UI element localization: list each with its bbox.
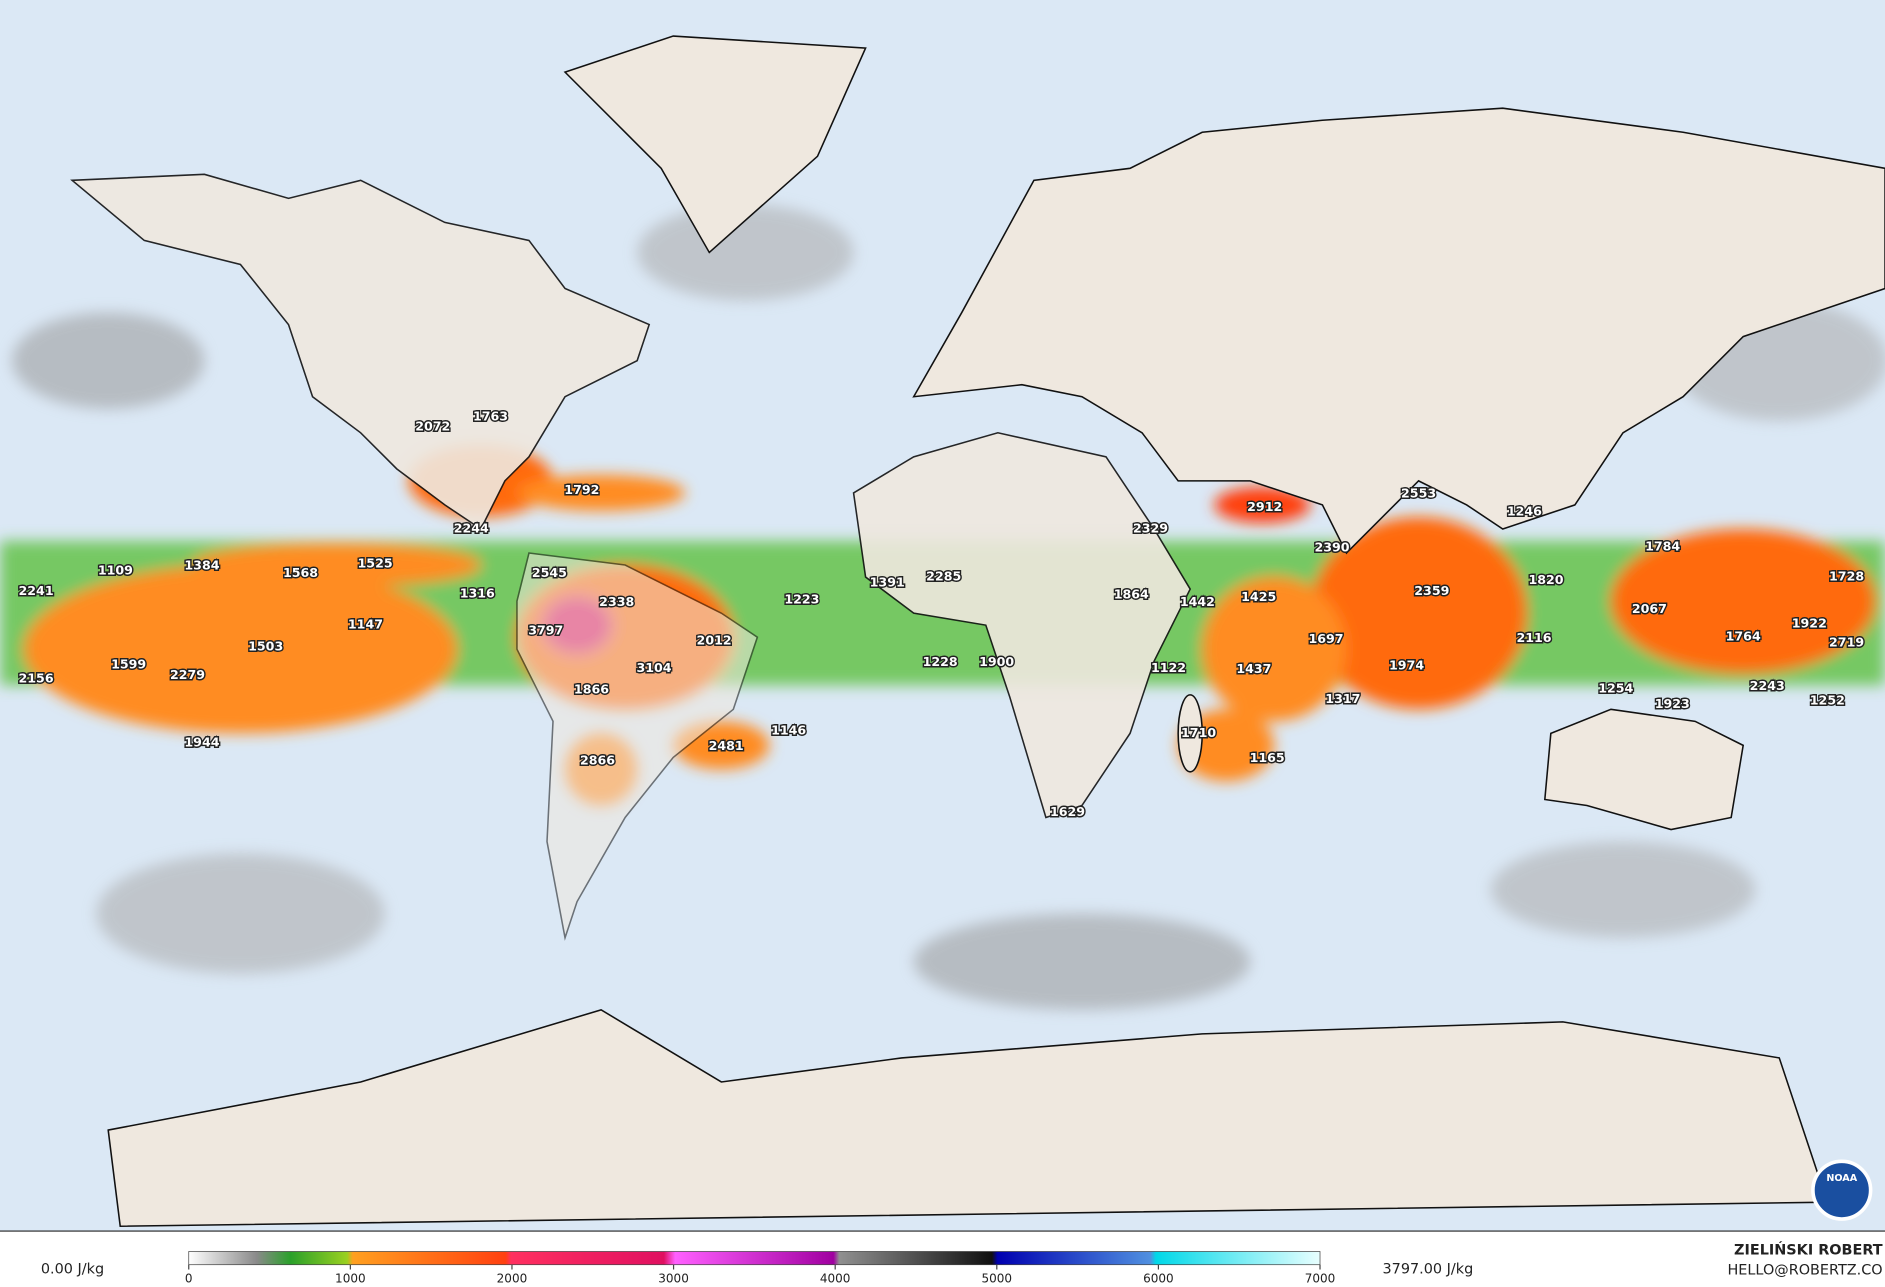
cape-value: 1437 [1236,661,1271,676]
cape-value: 2553 [1401,486,1436,501]
cape-value: 1165 [1250,750,1285,765]
cape-value: 2912 [1247,499,1282,514]
cape-value: 2241 [19,583,54,598]
landmasses [70,35,1885,1228]
tick-label: 3000 [658,1272,689,1286]
cape-value: 3104 [636,660,671,675]
cape-value: 2338 [599,594,634,609]
cape-value: 2545 [532,565,567,580]
cape-value: 1254 [1598,680,1633,695]
cape-value: 1944 [184,734,219,749]
cape-value: 1503 [248,638,283,653]
cape-value: 1384 [184,558,219,573]
cape-value: 1792 [564,482,599,497]
cape-value: 2012 [697,632,732,647]
cape-value: 1864 [1114,587,1149,602]
cape-value: 1442 [1180,594,1215,609]
tick-label: 5000 [981,1272,1012,1286]
tick-label: 4000 [820,1272,851,1286]
cape-value: 1317 [1325,691,1360,706]
cape-value: 1710 [1181,725,1216,740]
tick-label: 7000 [1305,1272,1336,1286]
cape-value: 1568 [283,565,318,580]
cape-value: 1629 [1050,804,1085,819]
cape-value: 1922 [1792,615,1827,630]
cape-value: 1525 [358,555,393,570]
colorbar [188,1251,1321,1266]
min-label: 0.00 J/kg [41,1262,104,1278]
cape-value: 1391 [870,575,905,590]
cape-value: 2243 [1750,678,1785,693]
cape-value: 1223 [784,591,819,606]
cape-value: 1599 [111,656,146,671]
cape-value: 1228 [923,654,958,669]
cape-value: 1316 [460,585,495,600]
cape-value: 1866 [574,682,609,697]
cape-value: 2244 [454,520,489,535]
max-label: 3797.00 J/kg [1383,1262,1474,1278]
cape-value: 1697 [1308,631,1343,646]
cape-value: 1146 [771,722,806,737]
cloud-field [12,204,1885,1010]
cape-value: 1122 [1151,660,1186,675]
tick-label: 0 [185,1272,193,1286]
cape-value: 1784 [1645,539,1680,554]
tick-label: 6000 [1143,1272,1174,1286]
tick-label: 2000 [497,1272,528,1286]
cape-value: 1252 [1810,692,1845,707]
cape-value: 2067 [1632,601,1667,616]
cape-value: 1820 [1528,572,1563,587]
logo [1811,1159,1873,1221]
cape-value: 2116 [1516,630,1551,645]
colorbar-ticks: 0 1000 2000 3000 4000 5000 6000 7000 [185,1264,1336,1286]
cape-value: 1147 [348,617,383,632]
cape-value: 2390 [1314,540,1349,555]
cape-value: 1425 [1241,589,1276,604]
cape-value: 2156 [19,671,54,686]
cape-value: 2481 [709,738,744,753]
cape-value: 3797 [528,623,563,638]
tick-label: 1000 [335,1272,366,1286]
cape-value: 1763 [473,409,508,424]
cape-value: 2285 [926,569,961,584]
contact: HELLO@ROBERTZ.CO [1727,1263,1882,1279]
cape-value: 2279 [170,667,205,682]
cape-value: 2719 [1829,635,1864,650]
cape-value: 2072 [415,418,450,433]
cape-value: 2866 [580,752,615,767]
author: ZIELIŃSKI ROBERT [1734,1240,1883,1258]
value-labels: 2072 1763 1792 2244 1109 1384 1568 1525 2241 1316… [17,407,1866,820]
cape-value: 1764 [1726,629,1761,644]
cape-value: 2329 [1133,520,1168,535]
cape-value: 1900 [979,654,1014,669]
cape-value: 2359 [1414,583,1449,598]
cape-value: 1109 [98,563,133,578]
cape-value: 1923 [1655,696,1690,711]
cape-value: 1974 [1389,658,1424,673]
cape-value: 1246 [1507,504,1542,519]
cape-value: 1728 [1829,569,1864,584]
logo-text: NOAA [1826,1173,1857,1184]
